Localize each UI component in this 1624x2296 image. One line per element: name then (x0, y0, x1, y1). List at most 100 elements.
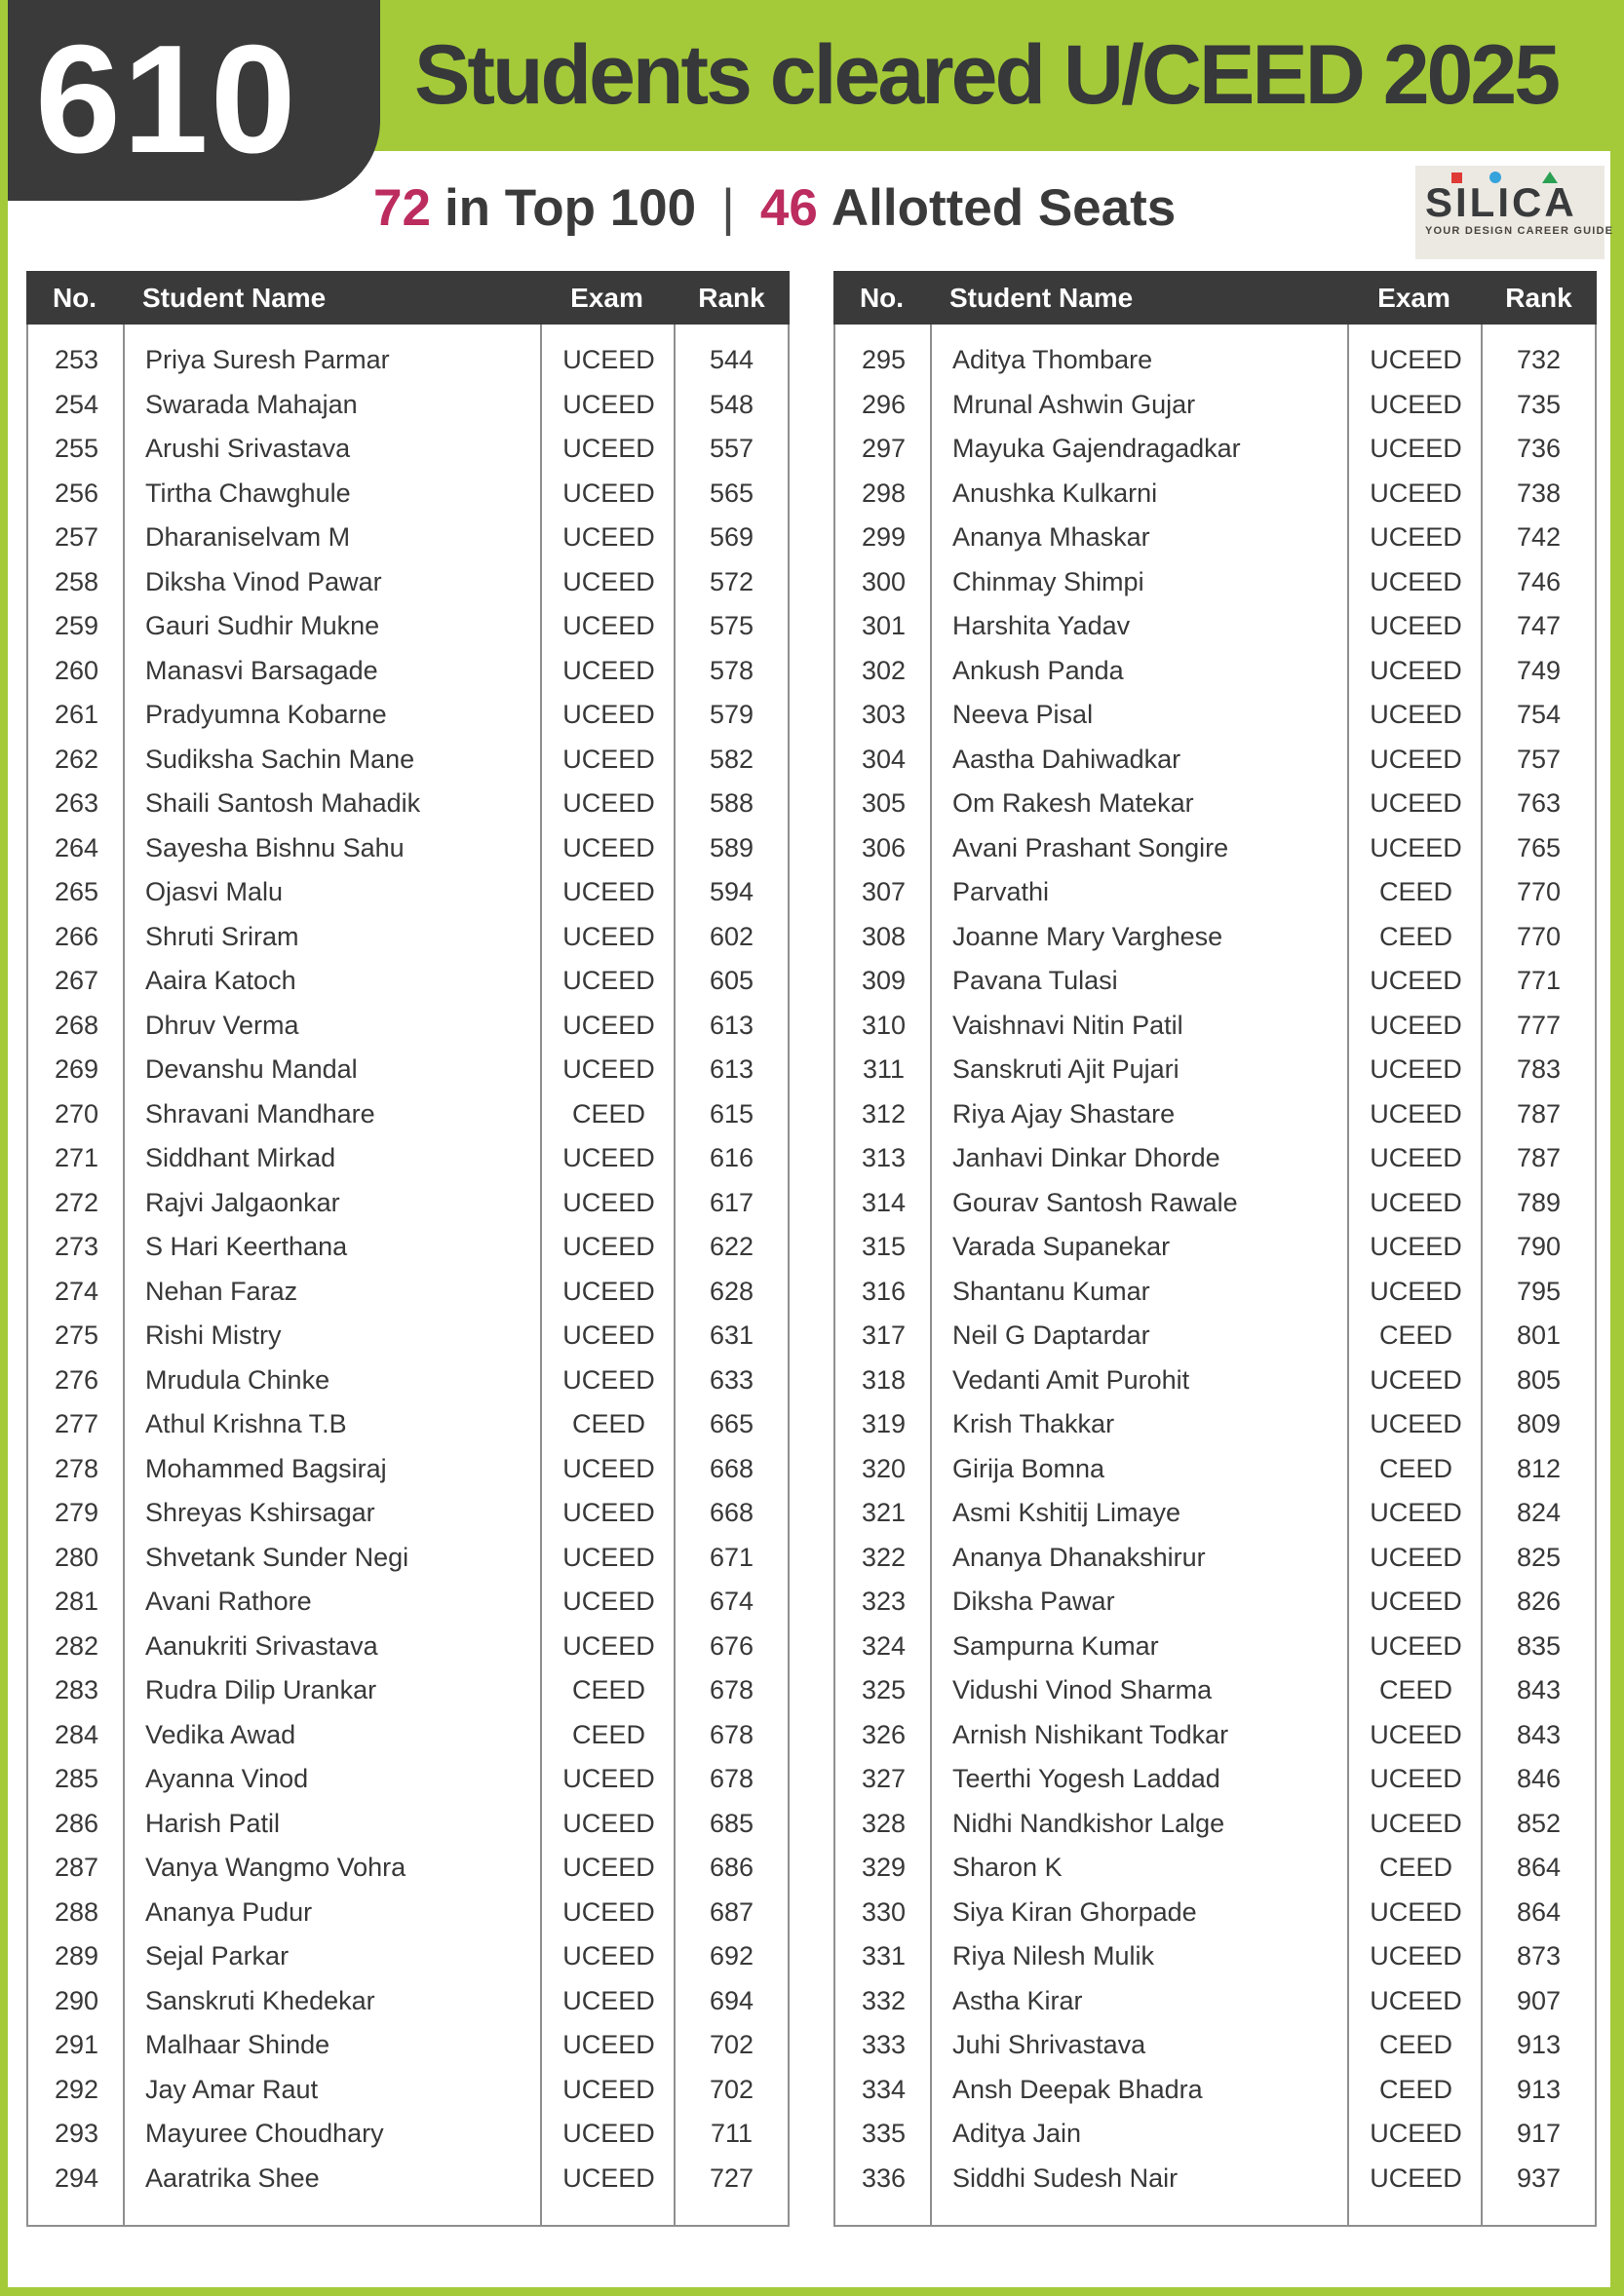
cell-name: Neil G Daptardar (952, 1320, 1150, 1351)
cell-no: 322 (861, 1542, 907, 1572)
cell-rank: 747 (1516, 611, 1562, 641)
table-row: 313 Janhavi Dinkar Dhorde UCEED 787 (835, 1136, 1595, 1181)
cell-exam: UCEED (1370, 1054, 1462, 1085)
table-row: 327 Teerthi Yogesh Laddad UCEED 846 (835, 1757, 1595, 1802)
column-divider (674, 325, 676, 2225)
cell-name: Shreyas Kshirsagar (145, 1498, 375, 1528)
table-row: 329 Sharon K CEED 864 (835, 1846, 1595, 1891)
stats-line: 72 in Top 100 | 46 Allotted Seats (373, 178, 1176, 238)
cell-name: Sampurna Kumar (952, 1630, 1159, 1661)
table-row: 302 Ankush Panda UCEED 749 (835, 649, 1595, 694)
table-row: 332 Astha Kirar UCEED 907 (835, 1979, 1595, 2024)
cell-no: 331 (861, 1941, 907, 1971)
cell-exam: UCEED (562, 655, 655, 685)
cell-name: Sayesha Bishnu Sahu (145, 832, 405, 862)
cell-no: 312 (861, 1098, 907, 1129)
cell-rank: 809 (1516, 1409, 1562, 1439)
silica-logo: SILICA YOUR DESIGN CAREER GUIDE (1415, 166, 1612, 259)
cell-rank: 801 (1516, 1320, 1562, 1351)
logo-dots (1425, 172, 1605, 184)
logo-blue-circle-icon (1489, 172, 1501, 183)
cell-no: 271 (54, 1143, 99, 1173)
cell-rank: 749 (1516, 655, 1562, 685)
cell-rank: 687 (709, 1896, 754, 1927)
cell-exam: UCEED (562, 389, 655, 419)
cell-exam: UCEED (562, 700, 655, 730)
cell-no: 296 (861, 389, 907, 419)
cell-exam: CEED (1378, 877, 1452, 907)
cell-name: Dharaniselvam M (145, 522, 351, 553)
cell-exam: UCEED (1370, 1719, 1462, 1749)
table-row: 331 Riya Nilesh Mulik UCEED 873 (835, 1934, 1595, 1979)
cell-no: 259 (54, 611, 99, 641)
cell-exam: CEED (1378, 921, 1452, 951)
results-table-left: No. Student Name Exam Rank 253 Priya Suresh … (26, 271, 790, 2227)
cell-no: 299 (861, 522, 907, 553)
table-row: 278 Mohammed Bagsiraj UCEED 668 (28, 1447, 788, 1492)
cell-rank: 835 (1516, 1630, 1562, 1661)
cell-rank: 631 (709, 1320, 754, 1351)
cell-name: Ananya Mhaskar (952, 522, 1150, 553)
table-row: 263 Shaili Santosh Mahadik UCEED 588 (28, 782, 788, 826)
cell-no: 268 (54, 1010, 99, 1040)
cell-name: Rajvi Jalgaonkar (145, 1187, 340, 1217)
cell-no: 316 (861, 1276, 907, 1306)
cell-exam: UCEED (1370, 611, 1462, 641)
logo-wordmark: SILICA (1425, 179, 1577, 225)
cell-no: 277 (54, 1409, 99, 1439)
cell-exam: UCEED (562, 2162, 655, 2193)
cell-exam: UCEED (1370, 655, 1462, 685)
table-row: 257 Dharaniselvam M UCEED 569 (28, 516, 788, 560)
table-row: 277 Athul Krishna T.B CEED 665 (28, 1402, 788, 1447)
cell-no: 260 (54, 655, 99, 685)
table-row: 284 Vedika Awad CEED 678 (28, 1713, 788, 1758)
table-row: 266 Shruti Sriram UCEED 602 (28, 915, 788, 960)
cell-name: Shantanu Kumar (952, 1276, 1150, 1306)
column-divider (1481, 325, 1483, 2225)
table-row: 259 Gauri Sudhir Mukne UCEED 575 (28, 604, 788, 649)
cell-no: 287 (54, 1853, 99, 1883)
cell-exam: CEED (571, 1409, 645, 1439)
table-row: 256 Tirtha Chawghule UCEED 565 (28, 472, 788, 517)
cell-name: Pavana Tulasi (952, 966, 1118, 996)
cell-rank: 544 (709, 345, 754, 375)
cell-no: 306 (861, 832, 907, 862)
cell-no: 282 (54, 1630, 99, 1661)
cell-exam: UCEED (562, 2119, 655, 2149)
cell-no: 293 (54, 2119, 99, 2149)
cell-exam: UCEED (1370, 1498, 1462, 1528)
cell-exam: UCEED (562, 1320, 655, 1351)
cell-rank: 812 (1516, 1453, 1562, 1483)
cell-no: 257 (54, 522, 99, 553)
cell-exam: UCEED (562, 1630, 655, 1661)
table-row: 274 Nehan Faraz UCEED 628 (28, 1270, 788, 1315)
table-row: 312 Riya Ajay Shastare UCEED 787 (835, 1092, 1595, 1137)
cell-name: Neeva Pisal (952, 700, 1094, 730)
cell-no: 326 (861, 1719, 907, 1749)
cell-exam: UCEED (1370, 1143, 1462, 1173)
cell-rank: 742 (1516, 522, 1562, 553)
table-row: 310 Vaishnavi Nitin Patil UCEED 777 (835, 1004, 1595, 1049)
cell-exam: UCEED (1370, 1232, 1462, 1262)
cell-name: Aastha Dahiwadkar (952, 744, 1181, 774)
cell-rank: 615 (709, 1098, 754, 1129)
cell-rank: 825 (1516, 1542, 1562, 1572)
cell-no: 262 (54, 744, 99, 774)
cell-no: 291 (54, 2030, 99, 2060)
cell-rank: 913 (1516, 2074, 1562, 2104)
cell-rank: 735 (1516, 389, 1562, 419)
cell-no: 278 (54, 1453, 99, 1483)
logo-red-square-icon (1451, 172, 1462, 183)
cell-exam: UCEED (1370, 1764, 1462, 1794)
cell-no: 290 (54, 1985, 99, 2015)
cell-no: 314 (861, 1187, 907, 1217)
table-row: 336 Siddhi Sudesh Nair UCEED 937 (835, 2157, 1595, 2201)
cell-no: 284 (54, 1719, 99, 1749)
column-header-exam: Exam (1377, 282, 1450, 313)
cell-no: 335 (861, 2119, 907, 2149)
cell-exam: UCEED (562, 2030, 655, 2060)
cell-exam: UCEED (562, 2074, 655, 2104)
cell-rank: 575 (709, 611, 754, 641)
cell-rank: 668 (709, 1498, 754, 1528)
cell-exam: UCEED (562, 1985, 655, 2015)
